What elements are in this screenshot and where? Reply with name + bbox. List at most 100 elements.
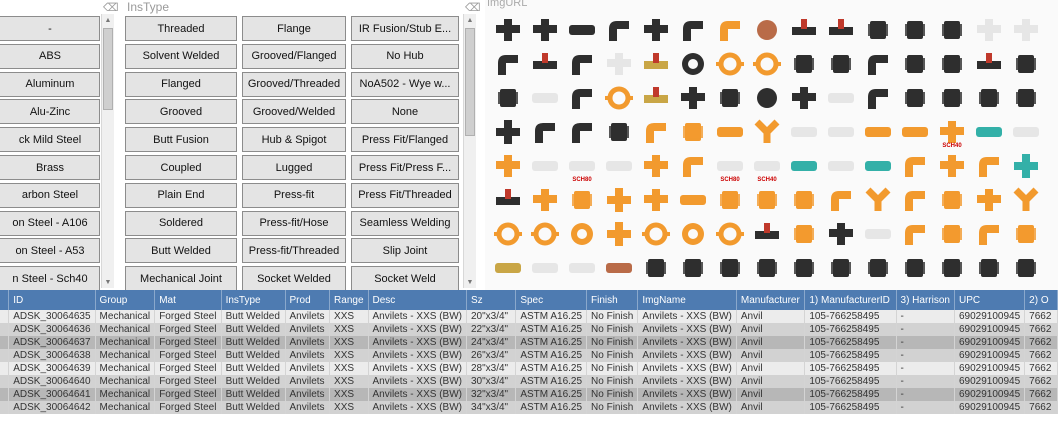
row-selector[interactable] [0,336,10,349]
fitting-image-tile[interactable] [935,48,969,80]
fitting-image-tile[interactable] [824,184,858,216]
fitting-image-tile[interactable] [861,82,895,114]
column-header[interactable]: Desc [368,290,467,310]
fitting-image-tile[interactable] [602,218,636,250]
fitting-image-tile[interactable] [602,14,636,46]
instype-filter-button[interactable]: Butt Welded [125,238,237,264]
material-filter-button[interactable]: Brass [0,155,100,180]
fitting-image-tile[interactable] [824,150,858,182]
table-row[interactable]: ADSK_30064642 Mechanical Forged Steel Butt … [0,401,1058,414]
row-selector[interactable] [0,375,10,388]
instype-filter-button[interactable]: Grooved/Welded [242,99,346,125]
fitting-image-tile[interactable] [750,48,784,80]
fitting-image-tile[interactable] [935,82,969,114]
fitting-image-tile[interactable] [676,150,710,182]
fitting-image-tile[interactable]: SCH80 [565,150,599,183]
instype-filter-button[interactable]: No Hub [351,43,459,69]
fitting-image-tile[interactable] [1009,82,1043,114]
fitting-image-tile[interactable] [750,14,784,46]
instype-filter-button[interactable]: Mechanical Joint [125,266,237,290]
fitting-image-tile[interactable] [1009,14,1043,46]
fitting-image-tile[interactable] [676,218,710,250]
fitting-image-tile[interactable] [639,184,673,216]
column-header[interactable]: Finish [586,290,639,310]
fitting-image-tile[interactable] [787,218,821,250]
instype-filter-button[interactable]: None [351,99,459,125]
fitting-image-tile[interactable] [787,82,821,114]
fitting-image-tile[interactable] [713,252,747,284]
fitting-image-tile[interactable] [528,48,562,80]
row-selector[interactable] [0,349,10,362]
fitting-image-tile[interactable] [491,150,525,182]
fitting-image-tile[interactable] [713,82,747,114]
fitting-image-tile[interactable] [676,82,710,114]
instype-filter-button[interactable]: Press Fit/Flanged [351,127,459,153]
table-row[interactable]: ADSK_30064636 Mechanical Forged Steel Butt … [0,323,1058,336]
fitting-image-tile[interactable] [861,116,895,148]
row-selector[interactable] [0,323,10,336]
material-filter-button[interactable]: ck Mild Steel [0,127,100,153]
fitting-image-tile[interactable] [824,252,858,284]
instype-filter-button[interactable]: IR Fusion/Stub E... [351,16,459,41]
fitting-image-tile[interactable] [1009,252,1043,284]
fitting-image-tile[interactable] [898,82,932,114]
fitting-image-tile[interactable] [713,116,747,148]
fitting-image-tile[interactable] [491,116,525,148]
material-filter-button[interactable]: ABS [0,43,100,69]
fitting-image-tile[interactable] [861,150,895,182]
fitting-image-tile[interactable] [713,218,747,250]
fitting-image-tile[interactable] [602,82,636,114]
instype-filter-button[interactable]: Lugged [242,155,346,180]
fitting-image-tile[interactable] [491,252,525,284]
instype-filter-button[interactable]: Threaded [125,16,237,41]
instype-filter-button[interactable]: Press Fit/Threaded [351,182,459,208]
fitting-image-tile[interactable] [935,184,969,216]
column-header[interactable]: Manufacturer [736,290,806,310]
column-header[interactable]: Spec [515,290,588,310]
fitting-image-tile[interactable] [898,48,932,80]
instype-filter-button[interactable]: NoA502 - Wye w... [351,71,459,97]
fitting-image-tile[interactable] [491,14,525,46]
scroll-down-icon[interactable]: ▼ [104,278,112,286]
fitting-image-tile[interactable] [898,218,932,250]
fitting-image-tile[interactable] [1009,218,1043,250]
column-header[interactable]: ID [8,290,96,310]
fitting-image-tile[interactable] [676,252,710,284]
fitting-image-tile[interactable] [1009,116,1043,148]
fitting-image-tile[interactable] [935,14,969,46]
fitting-image-tile[interactable] [898,252,932,284]
fitting-image-tile[interactable] [861,48,895,80]
fitting-image-tile[interactable] [824,116,858,148]
fitting-image-tile[interactable] [898,14,932,46]
fitting-image-tile[interactable] [528,116,562,148]
fitting-image-tile[interactable] [935,252,969,284]
fitting-image-tile[interactable] [676,48,710,80]
fitting-image-tile[interactable] [935,150,969,182]
instype-filter-button[interactable]: Press-fit [242,182,346,208]
column-header[interactable]: 2) O [1024,290,1058,310]
fitting-image-tile[interactable] [824,14,858,46]
row-selector[interactable] [0,401,10,414]
instype-filter-button[interactable]: Socket Weld [351,266,459,290]
material-filter-button[interactable]: on Steel - A106 [0,210,100,236]
fitting-image-tile[interactable] [898,150,932,182]
fitting-image-tile[interactable] [639,252,673,284]
fitting-image-tile[interactable] [491,218,525,250]
instype-filter-button[interactable]: Coupled [125,155,237,180]
fitting-image-tile[interactable] [528,150,562,182]
fitting-image-tile[interactable] [750,252,784,284]
fitting-image-tile[interactable]: SCH80 [713,150,747,183]
fitting-image-tile[interactable] [528,252,562,284]
fitting-image-tile[interactable] [787,252,821,284]
column-header[interactable]: 3) Harrison [896,290,955,310]
fitting-image-tile[interactable] [824,82,858,114]
fitting-image-tile[interactable] [824,48,858,80]
fitting-image-tile[interactable] [861,14,895,46]
row-selector[interactable] [0,388,10,401]
table-row[interactable]: ADSK_30064641 Mechanical Forged Steel Butt … [0,388,1058,401]
fitting-image-tile[interactable] [565,184,599,216]
fitting-image-tile[interactable] [972,48,1006,80]
fitting-image-tile[interactable] [639,14,673,46]
fitting-image-tile[interactable]: SCH40 [750,150,784,183]
fitting-image-tile[interactable] [1009,48,1043,80]
